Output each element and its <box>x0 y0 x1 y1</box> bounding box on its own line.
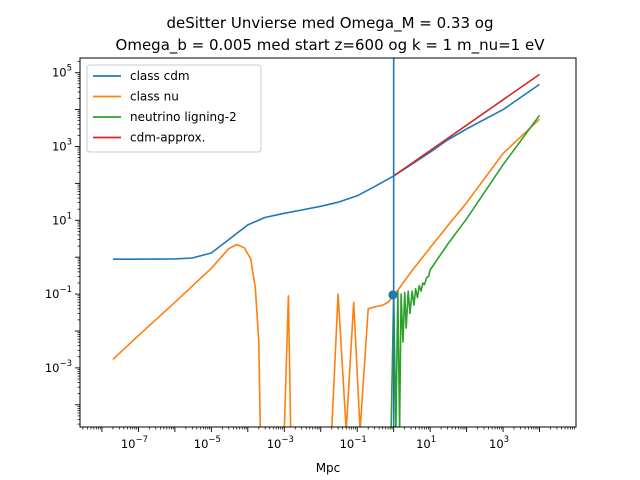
legend: class cdm class nu neutrino ligning-2 cdm-a… <box>86 64 262 153</box>
y-tick-label: 105 <box>52 64 72 80</box>
y-tick-exponent: 1 <box>67 211 72 221</box>
x-tick-exponent: 1 <box>431 435 436 445</box>
marker-point-1 <box>388 290 398 300</box>
series-line-1 <box>112 83 540 261</box>
x-tick-base: 10 <box>340 437 355 451</box>
x-tick-base: 10 <box>267 437 282 451</box>
y-tick-label: 10−1 <box>45 285 72 301</box>
x-tick-exponent: −3 <box>281 435 294 445</box>
y-tick-exponent: 3 <box>67 137 72 147</box>
y-tick-base: 10 <box>52 139 67 153</box>
y-tick-label: 101 <box>52 211 72 227</box>
x-tick-label: 10−7 <box>121 435 148 451</box>
x-axis-label: Mpc <box>316 461 341 475</box>
x-tick-exponent: −5 <box>208 435 221 445</box>
annotation-layer <box>388 58 398 427</box>
x-tick-exponent: −1 <box>354 435 367 445</box>
x-tick-label: 10−1 <box>340 435 367 451</box>
x-tick-label: 10−5 <box>194 435 221 451</box>
series-line-3 <box>390 114 541 427</box>
legend-label-4: cdm-approx. <box>130 131 205 145</box>
y-tick-base: 10 <box>52 66 67 80</box>
y-tick-exponent: −3 <box>59 359 72 369</box>
x-tick-label: 10−3 <box>267 435 294 451</box>
y-tick-exponent: −1 <box>59 285 72 295</box>
x-tick-base: 10 <box>489 437 504 451</box>
chart-title-line-2: Omega_b = 0.005 med start z=600 og k = 1… <box>116 36 546 55</box>
y-tick-exponent: 5 <box>67 64 72 74</box>
legend-label-3: neutrino ligning-2 <box>130 110 237 124</box>
x-tick-base: 10 <box>121 437 136 451</box>
y-tick-base: 10 <box>52 213 67 227</box>
x-tick-base: 10 <box>416 437 431 451</box>
legend-label-1: class cdm <box>130 69 190 83</box>
x-tick-label: 101 <box>416 435 436 451</box>
series-line-2 <box>112 118 541 427</box>
x-tick-label: 103 <box>489 435 509 451</box>
y-tick-base: 10 <box>45 361 60 375</box>
x-tick-exponent: 3 <box>504 435 509 445</box>
y-tick-label: 103 <box>52 137 72 153</box>
legend-box <box>86 64 262 153</box>
series-line-4 <box>393 73 540 177</box>
plot-area-frame <box>79 57 577 428</box>
x-tick-base: 10 <box>194 437 209 451</box>
y-tick-label: 10−3 <box>45 359 72 375</box>
x-tick-exponent: −7 <box>135 435 148 445</box>
x-axis: 10−7 10−5 10−3 10−1 101 103 <box>82 427 575 451</box>
legend-label-2: class nu <box>130 90 179 104</box>
y-tick-base: 10 <box>45 287 60 301</box>
chart-title-line-1: deSitter Unvierse med Omega_M = 0.33 og <box>166 14 493 33</box>
